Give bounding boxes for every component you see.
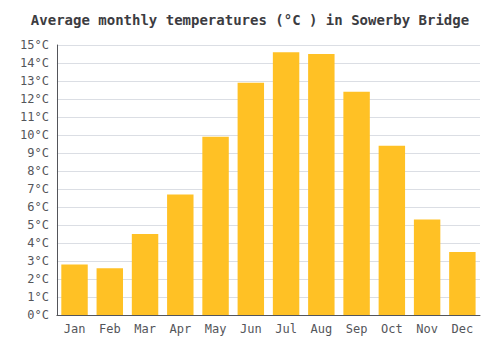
svg-text:Apr: Apr [169,322,191,336]
svg-text:Aug: Aug [310,322,332,336]
svg-text:4°C: 4°C [27,236,49,250]
svg-text:11°C: 11°C [20,110,49,124]
svg-text:Dec: Dec [452,322,474,336]
svg-text:Jan: Jan [64,322,86,336]
svg-text:3°C: 3°C [27,254,49,268]
svg-text:14°C: 14°C [20,56,49,70]
svg-text:Oct: Oct [381,322,403,336]
svg-text:5°C: 5°C [27,218,49,232]
svg-text:1°C: 1°C [27,290,49,304]
svg-text:May: May [205,322,227,336]
svg-text:2°C: 2°C [27,272,49,286]
svg-text:0°C: 0°C [27,308,49,322]
svg-text:7°C: 7°C [27,182,49,196]
svg-text:10°C: 10°C [20,128,49,142]
svg-text:Average monthly temperatures (: Average monthly temperatures (°C ) in So… [31,12,469,28]
svg-text:13°C: 13°C [20,74,49,88]
svg-text:Mar: Mar [134,322,156,336]
svg-text:Jun: Jun [240,322,262,336]
svg-text:9°C: 9°C [27,146,49,160]
svg-text:Nov: Nov [416,322,438,336]
svg-text:6°C: 6°C [27,200,49,214]
svg-text:12°C: 12°C [20,92,49,106]
svg-text:15°C: 15°C [20,38,49,52]
svg-text:Feb: Feb [99,322,121,336]
svg-text:Sep: Sep [346,322,368,336]
svg-text:8°C: 8°C [27,164,49,178]
svg-text:Jul: Jul [275,322,297,336]
